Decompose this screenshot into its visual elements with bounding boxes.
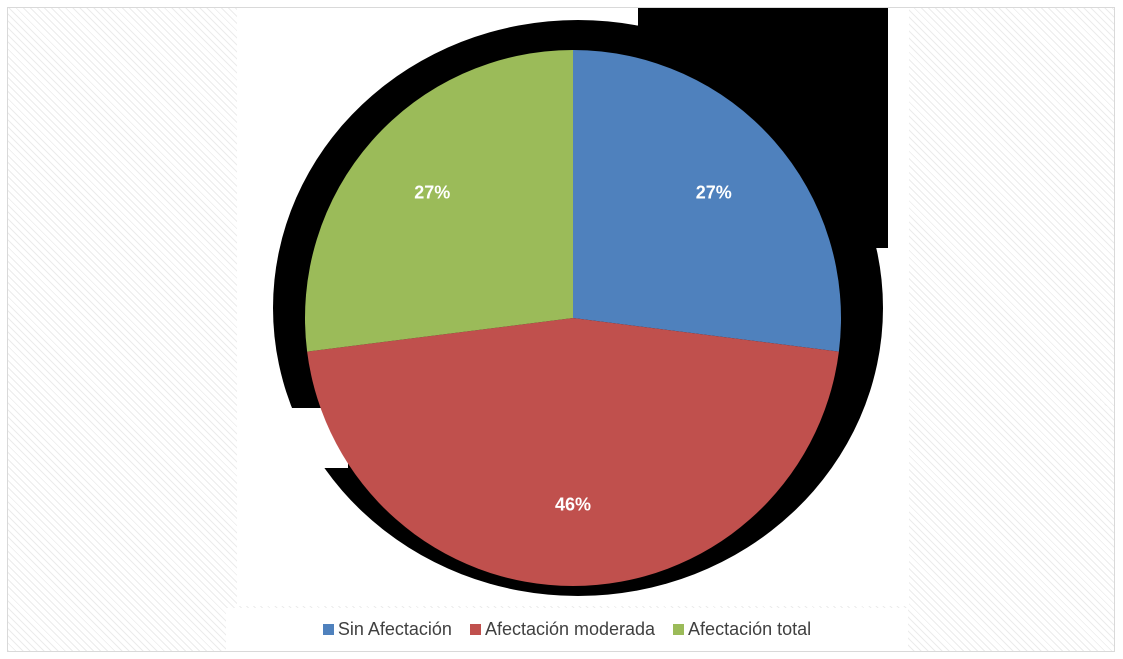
legend-swatch-2 — [469, 624, 481, 635]
pie-chart: 27% 46% 27% — [268, 8, 888, 596]
pie-slice-1 — [573, 50, 841, 352]
legend-swatch-1 — [322, 624, 334, 635]
pie-labels: 27% 46% 27% — [414, 183, 731, 515]
pie-label-1: 27% — [696, 183, 732, 203]
pie-slice-3 — [305, 50, 573, 352]
pie-slices — [305, 50, 841, 586]
legend-label-1: Sin Afectación — [337, 619, 452, 639]
legend: Sin Afectación Afectación moderada Afectac… — [226, 608, 908, 651]
legend-item-1: Sin Afectación — [322, 619, 452, 640]
pie-label-3: 27% — [414, 183, 450, 203]
legend-swatch-3 — [673, 624, 685, 635]
pie-label-2: 46% — [555, 494, 591, 514]
legend-item-2: Afectación moderada — [469, 619, 656, 640]
legend-label-3: Afectación total — [688, 619, 812, 639]
legend-label-2: Afectación moderada — [484, 619, 656, 639]
pie-slice-2 — [307, 318, 839, 586]
legend-item-3: Afectación total — [673, 619, 811, 640]
chart-frame: 27% 46% 27% Sin Afectación Afectación moder… — [7, 7, 1115, 652]
